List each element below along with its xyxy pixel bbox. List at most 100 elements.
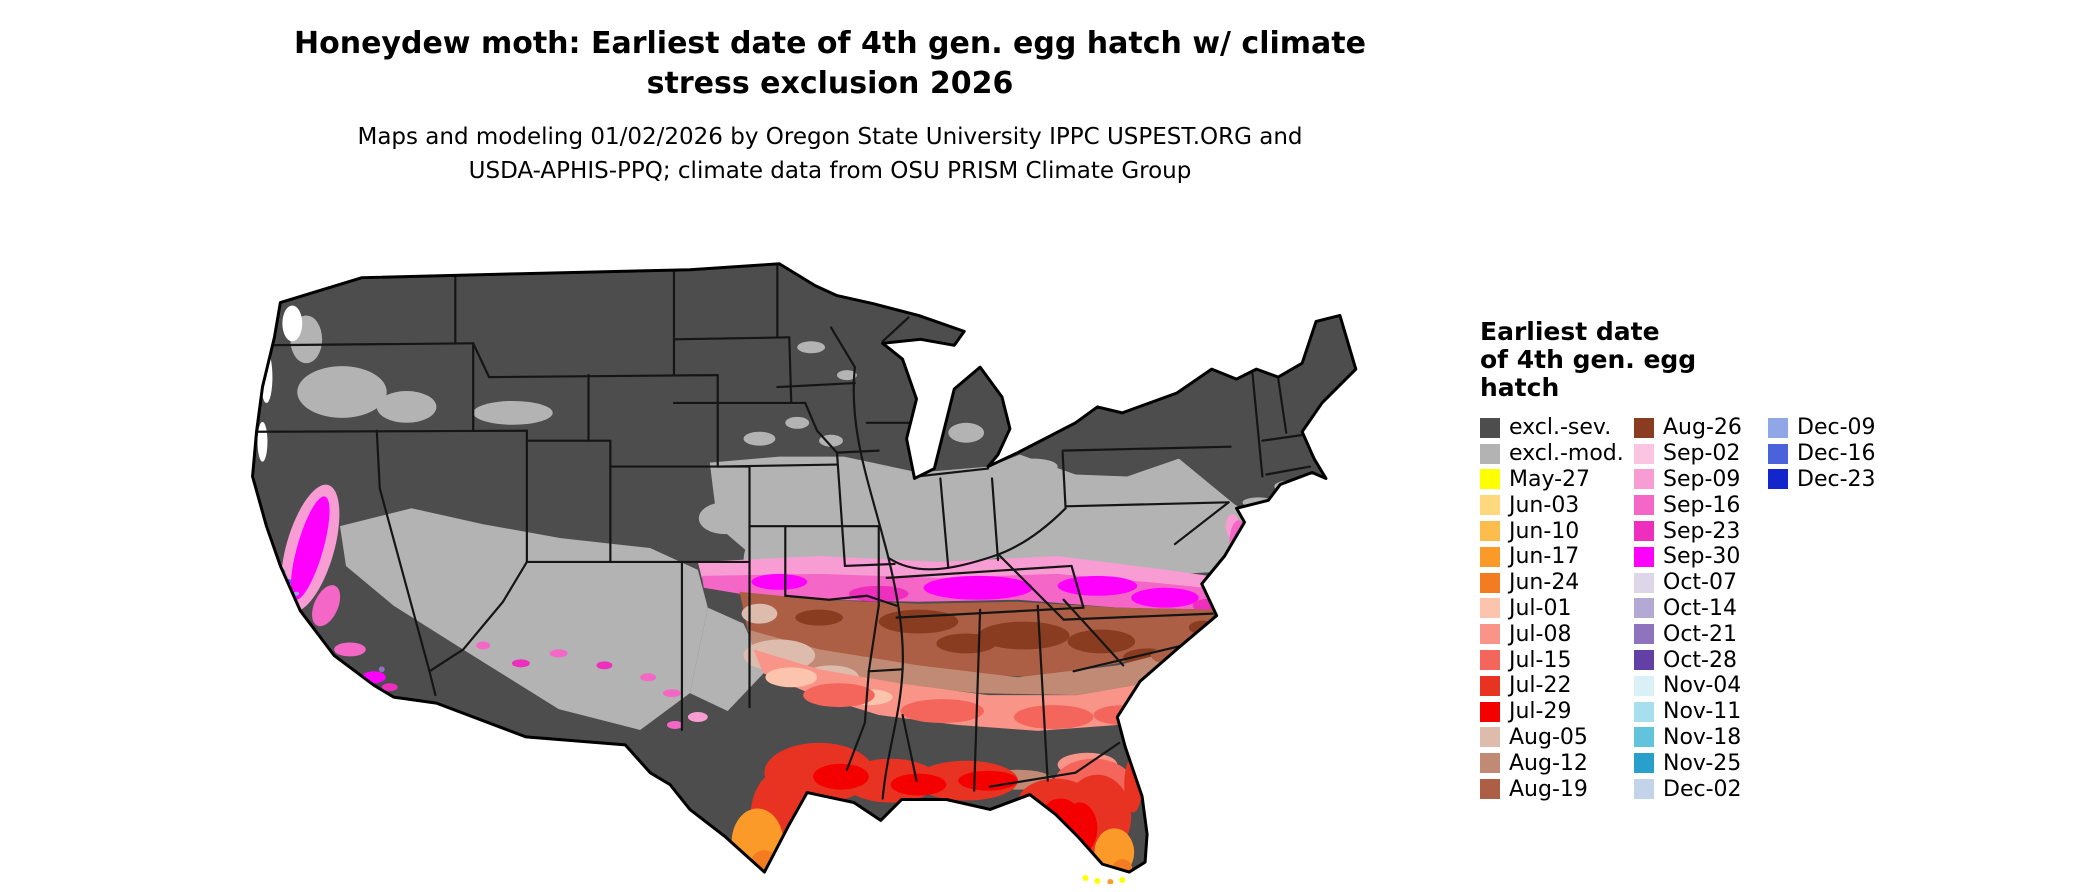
- legend-swatch: [1480, 572, 1500, 593]
- legend-entry: Aug-12: [1480, 750, 1634, 776]
- legend-swatch: [1634, 417, 1654, 438]
- legend-swatch: [1768, 469, 1788, 490]
- legend-entry-label: Aug-05: [1509, 724, 1588, 750]
- legend-entry-label: Jun-03: [1509, 492, 1580, 518]
- legend-entry: Dec-09: [1768, 415, 1888, 441]
- legend-swatch: [1480, 417, 1500, 438]
- legend-entry: Jul-22: [1480, 673, 1634, 699]
- legend-entry: Jun-10: [1480, 518, 1634, 544]
- legend-column-1: excl.-sev. excl.-mod. May-27 Jun-03 Jun-10 Ju…: [1480, 415, 1634, 802]
- legend-swatch: [1480, 495, 1500, 516]
- legend-swatch: [1634, 598, 1654, 619]
- legend-entry: Jul-08: [1480, 621, 1634, 647]
- legend-entry-label: Aug-12: [1509, 750, 1588, 776]
- legend-swatch: [1480, 469, 1500, 490]
- subtitle-line-1: Maps and modeling 01/02/2026 by Oregon S…: [357, 124, 1303, 150]
- legend-entry: Jun-24: [1480, 570, 1634, 596]
- legend-swatch: [1480, 598, 1500, 619]
- legend-entry-label: excl.-sev.: [1509, 415, 1612, 441]
- legend-entry-label: Jul-22: [1509, 673, 1572, 699]
- legend-entry-label: Jun-10: [1509, 518, 1580, 544]
- legend-title-line-2: of 4th gen. egg: [1480, 345, 1697, 374]
- legend-entry-label: Sep-30: [1663, 544, 1741, 570]
- legend-entry: Nov-04: [1634, 673, 1768, 699]
- legend-entry-label: Oct-21: [1663, 621, 1737, 647]
- legend-entry-label: Nov-11: [1663, 699, 1742, 725]
- legend-swatch: [1480, 701, 1500, 722]
- legend-swatch: [1480, 624, 1500, 645]
- legend-entry: Jun-03: [1480, 492, 1634, 518]
- legend-title: Earliest date of 4th gen. egg hatch: [1480, 318, 1888, 402]
- legend-entry-label: Dec-09: [1797, 415, 1876, 441]
- legend-swatch: [1768, 417, 1788, 438]
- page-title-line-2: stress exclusion 2026: [646, 66, 1014, 101]
- legend-entry: Oct-21: [1634, 621, 1768, 647]
- legend-swatch: [1480, 443, 1500, 464]
- legend-swatch: [1634, 495, 1654, 516]
- legend-column-3: Dec-09 Dec-16 Dec-23: [1768, 415, 1888, 492]
- legend-swatch: [1634, 779, 1654, 800]
- legend-entry-label: Nov-04: [1663, 673, 1742, 699]
- legend-swatch: [1634, 469, 1654, 490]
- legend-title-line-1: Earliest date: [1480, 317, 1660, 346]
- state-borders: [254, 264, 1312, 800]
- legend-swatch: [1634, 753, 1654, 774]
- legend-swatch: [1634, 624, 1654, 645]
- us-map-svg: [251, 262, 1358, 884]
- legend-entry: Sep-30: [1634, 544, 1768, 570]
- legend-entry: excl.-sev.: [1480, 415, 1634, 441]
- legend-entry-label: Jun-24: [1509, 570, 1580, 596]
- legend-entry: Aug-05: [1480, 725, 1634, 751]
- legend-swatch: [1480, 727, 1500, 748]
- legend-entry-label: Jun-17: [1509, 544, 1580, 570]
- legend-entry-label: Dec-16: [1797, 441, 1876, 467]
- legend-swatch: [1634, 701, 1654, 722]
- legend-entry: Sep-23: [1634, 518, 1768, 544]
- subtitle-line-2: USDA-APHIS-PPQ; climate data from OSU PR…: [468, 158, 1192, 184]
- legend-entry: Oct-07: [1634, 570, 1768, 596]
- legend-swatch: [1480, 675, 1500, 696]
- legend-entry-label: Jul-15: [1509, 647, 1572, 673]
- legend-swatch: [1480, 650, 1500, 671]
- legend-entry-label: Oct-14: [1663, 595, 1737, 621]
- legend-entry: Sep-16: [1634, 492, 1768, 518]
- us-outline: [251, 262, 1358, 874]
- legend-swatch: [1634, 546, 1654, 567]
- legend-entry-label: Jul-29: [1509, 699, 1572, 725]
- legend-entry: Dec-23: [1768, 467, 1888, 493]
- legend-entry: Aug-19: [1480, 776, 1634, 802]
- legend-swatch: [1634, 727, 1654, 748]
- legend-columns: excl.-sev. excl.-mod. May-27 Jun-03 Jun-10 Ju…: [1480, 415, 1888, 802]
- legend-swatch: [1480, 546, 1500, 567]
- page-title-line-1: Honeydew moth: Earliest date of 4th gen.…: [294, 26, 1366, 61]
- legend-entry-label: Nov-25: [1663, 750, 1742, 776]
- legend-entry-label: Nov-18: [1663, 724, 1742, 750]
- legend-entry: Nov-18: [1634, 725, 1768, 751]
- legend-entry: Dec-16: [1768, 441, 1888, 467]
- legend-entry: Sep-02: [1634, 441, 1768, 467]
- legend-swatch: [1634, 675, 1654, 696]
- legend-entry-label: Dec-23: [1797, 466, 1876, 492]
- legend-entry: Jun-17: [1480, 544, 1634, 570]
- legend-swatch: [1634, 572, 1654, 593]
- legend-swatch: [1768, 443, 1788, 464]
- legend-entry: Jul-01: [1480, 596, 1634, 622]
- legend-entry-label: Jul-08: [1509, 621, 1572, 647]
- legend-entry: Jul-15: [1480, 647, 1634, 673]
- legend-swatch: [1634, 443, 1654, 464]
- legend-swatch: [1480, 779, 1500, 800]
- legend-swatch: [1634, 521, 1654, 542]
- legend-entry: Aug-26: [1634, 415, 1768, 441]
- legend-entry-label: excl.-mod.: [1509, 441, 1624, 467]
- legend-entry: Jul-29: [1480, 699, 1634, 725]
- legend-entry-label: May-27: [1509, 466, 1591, 492]
- legend-entry: Dec-02: [1634, 776, 1768, 802]
- legend-entry: May-27: [1480, 467, 1634, 493]
- legend-entry: Oct-28: [1634, 647, 1768, 673]
- legend-entry-label: Oct-28: [1663, 647, 1737, 673]
- legend-entry: Nov-11: [1634, 699, 1768, 725]
- region-excluded-moderate: [290, 315, 1307, 730]
- legend-entry-label: Aug-19: [1509, 776, 1588, 802]
- legend-entry-label: Sep-23: [1663, 518, 1741, 544]
- legend-entry-label: Sep-02: [1663, 441, 1741, 467]
